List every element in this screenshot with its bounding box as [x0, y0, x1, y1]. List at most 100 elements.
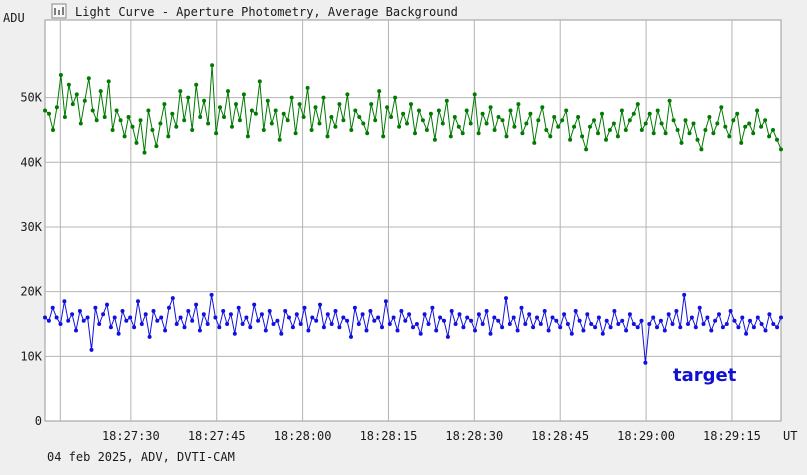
- data-point: [198, 115, 203, 119]
- data-point: [182, 325, 187, 330]
- data-point: [287, 315, 291, 320]
- data-point: [54, 105, 59, 110]
- x-axis: 18:27:30 18:27:45 18:28:00 18:28:15 18:28:30…: [102, 429, 761, 443]
- data-point: [488, 331, 493, 336]
- data-point: [166, 134, 171, 139]
- data-point: [484, 121, 489, 126]
- data-point: [130, 124, 135, 129]
- data-point: [763, 328, 768, 333]
- data-point: [434, 328, 439, 333]
- data-point: [116, 331, 121, 336]
- data-point: [558, 325, 563, 330]
- data-point: [77, 309, 82, 313]
- data-point: [438, 315, 443, 320]
- data-point: [126, 115, 131, 119]
- data-point: [771, 128, 775, 132]
- data-point: [631, 111, 636, 116]
- data-point: [213, 315, 218, 320]
- data-point: [428, 111, 433, 116]
- data-point: [767, 312, 772, 317]
- data-point: [639, 128, 644, 132]
- data-point: [461, 325, 466, 330]
- data-point: [132, 325, 137, 330]
- y-axis-label: ADU: [3, 11, 25, 25]
- data-point: [519, 305, 524, 310]
- data-point: [552, 115, 557, 119]
- data-point: [194, 82, 199, 87]
- data-point: [643, 121, 648, 126]
- data-point: [51, 128, 55, 132]
- data-point: [476, 131, 481, 136]
- data-point: [226, 89, 230, 94]
- data-point: [512, 124, 517, 129]
- data-point: [420, 118, 425, 123]
- data-point: [727, 134, 732, 139]
- data-point: [317, 121, 322, 126]
- data-point: [380, 325, 384, 330]
- data-point: [465, 315, 470, 320]
- data-point: [775, 325, 780, 330]
- series-layer: [43, 63, 783, 365]
- data-point: [569, 331, 574, 336]
- data-point: [158, 121, 163, 126]
- data-point: [670, 322, 675, 326]
- data-point: [520, 131, 525, 136]
- data-point: [600, 111, 604, 116]
- data-point: [701, 322, 706, 326]
- data-point: [205, 322, 210, 326]
- chart-icon[interactable]: [51, 3, 67, 19]
- data-point: [318, 302, 322, 307]
- x-tick-label: 18:28:15: [360, 429, 418, 443]
- data-point: [209, 292, 214, 297]
- data-point: [257, 79, 262, 84]
- data-point: [720, 325, 725, 330]
- data-point: [138, 118, 143, 123]
- data-point: [542, 309, 547, 313]
- data-point: [163, 328, 168, 333]
- data-point: [743, 124, 748, 129]
- data-point: [755, 315, 760, 320]
- data-point: [309, 128, 314, 132]
- data-point: [178, 315, 183, 320]
- data-point: [178, 89, 183, 94]
- data-point: [492, 315, 497, 320]
- data-point: [422, 312, 427, 317]
- data-point: [186, 309, 191, 313]
- data-point: [337, 325, 342, 330]
- data-point: [401, 111, 406, 116]
- data-point: [516, 102, 521, 107]
- data-point: [556, 124, 561, 129]
- data-point: [695, 137, 700, 142]
- data-point: [631, 322, 636, 326]
- data-point: [457, 312, 462, 317]
- data-point: [473, 328, 477, 333]
- data-point: [707, 115, 712, 119]
- data-point: [699, 147, 704, 152]
- data-point: [221, 309, 226, 313]
- data-point: [159, 315, 164, 320]
- data-point: [735, 111, 740, 116]
- data-point: [365, 131, 370, 136]
- data-point: [90, 108, 95, 113]
- window-title: Light Curve - Aperture Photometry, Avera…: [75, 5, 458, 19]
- data-point: [174, 124, 179, 129]
- data-point: [562, 312, 567, 317]
- data-point: [452, 115, 457, 119]
- data-point: [85, 315, 90, 320]
- data-point: [409, 102, 413, 107]
- data-point: [345, 318, 350, 323]
- data-point: [779, 315, 783, 320]
- data-point: [110, 128, 115, 132]
- data-point: [507, 322, 512, 326]
- data-point: [349, 334, 353, 339]
- data-point: [532, 140, 537, 145]
- data-point: [581, 328, 586, 333]
- data-point: [608, 325, 613, 330]
- data-point: [538, 322, 543, 326]
- data-point: [548, 134, 553, 139]
- data-point: [391, 315, 396, 320]
- data-point: [496, 115, 501, 119]
- data-point: [531, 325, 536, 330]
- data-point: [675, 128, 680, 132]
- data-point: [361, 121, 366, 126]
